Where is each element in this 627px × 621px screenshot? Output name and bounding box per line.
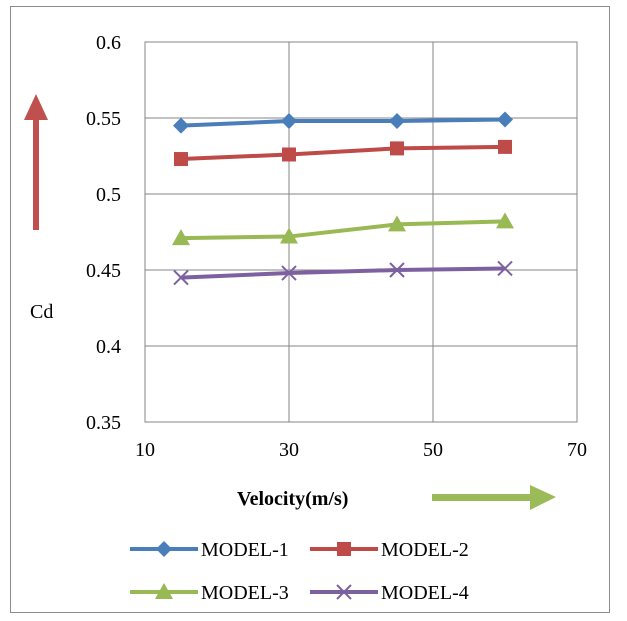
legend-marker (155, 583, 173, 599)
x-tick-label: 70 (567, 439, 587, 461)
y-tick-label: 0.5 (96, 184, 121, 206)
data-point-stroke (173, 269, 189, 286)
grid (144, 41, 578, 423)
data-point (282, 147, 296, 162)
legend-item: MODEL-3 (130, 582, 289, 604)
data-point (173, 269, 189, 286)
x-tick-label: 10 (135, 439, 155, 461)
x-tick-labels: 10 30 50 70 (135, 439, 587, 461)
series-line-4 (180, 266, 506, 280)
data-point-stroke (497, 260, 513, 277)
series-line-1 (180, 117, 506, 128)
data-point (280, 227, 298, 244)
y-axis-title: Cd (30, 301, 53, 323)
data-point (497, 260, 513, 277)
data-point-stroke (281, 265, 297, 281)
data-point (388, 215, 406, 232)
right-arrow-annotation (432, 485, 556, 510)
series-markers (172, 111, 514, 286)
legend-label: MODEL-3 (201, 582, 289, 604)
series-lines (180, 117, 506, 280)
legend-marker (337, 542, 351, 556)
data-point (389, 113, 405, 130)
legend-label: MODEL-1 (201, 539, 289, 561)
legend-marker (336, 584, 352, 600)
y-tick-label: 0.6 (96, 32, 121, 54)
legend-item: MODEL-1 (130, 539, 289, 561)
y-tick-label: 0.35 (86, 412, 121, 434)
x-tick-label: 30 (279, 439, 299, 461)
y-tick-labels: 0.6 0.55 0.5 0.45 0.4 0.35 (86, 32, 121, 434)
data-point (174, 152, 188, 167)
plot-area (144, 41, 578, 423)
legend-item: MODEL-2 (310, 539, 469, 561)
data-point (281, 265, 297, 281)
data-point (497, 111, 513, 128)
series-line-3 (180, 219, 506, 241)
data-point-stroke (389, 262, 405, 278)
legend: MODEL-1 MODEL-2 MODEL-3 MODEL-4 (130, 539, 469, 604)
y-tick-label: 0.45 (86, 260, 121, 282)
plot-border (144, 41, 578, 423)
series-line-2 (180, 144, 506, 162)
legend-label: MODEL-2 (381, 539, 469, 561)
chart-frame (10, 6, 610, 613)
x-axis-title: Velocity(m/s) (237, 488, 348, 510)
legend-marker (156, 541, 172, 557)
data-point (173, 117, 189, 134)
data-point (390, 141, 404, 156)
data-point (389, 262, 405, 278)
x-tick-label: 50 (423, 439, 443, 461)
up-arrow-annotation (24, 94, 48, 230)
y-tick-label: 0.4 (96, 336, 121, 358)
data-point (498, 139, 512, 154)
legend-item: MODEL-4 (310, 582, 469, 604)
data-point (496, 212, 514, 229)
legend-label: MODEL-4 (381, 582, 469, 604)
data-point (281, 113, 297, 130)
y-tick-label: 0.55 (86, 108, 121, 130)
legend-marker-stroke (336, 584, 352, 600)
data-point (172, 229, 190, 246)
